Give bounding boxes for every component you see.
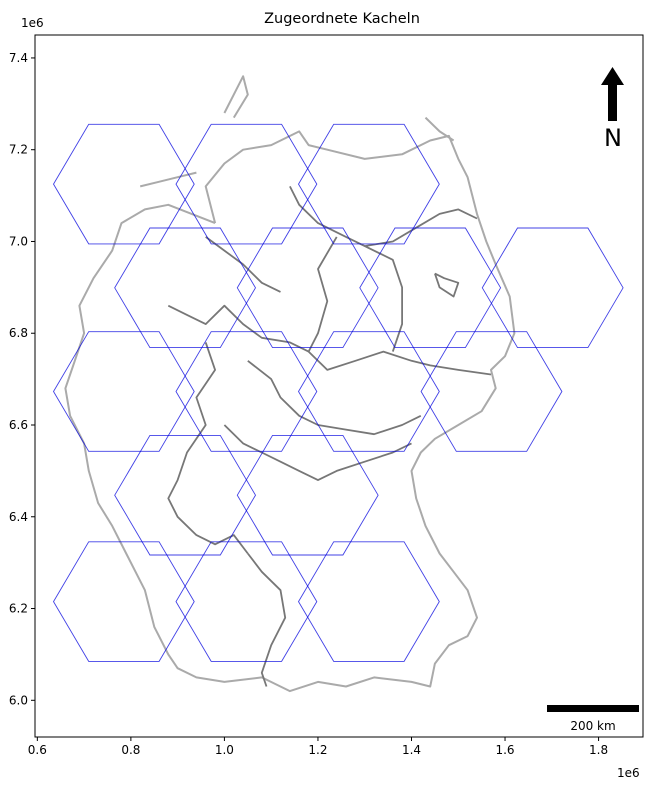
scale-bar-line [547,705,639,712]
north-arrow: N [601,67,624,152]
state-border-line [289,185,478,247]
hexagon-tile [236,434,379,556]
hexagon-tile [52,331,195,452]
outer-border-line [64,130,516,693]
x-tick-label: 1.6 [495,743,514,757]
y-tick-label: 6.2 [9,602,28,616]
north-arrow-shaft [608,83,617,121]
y-offset-label: 1e6 [21,16,44,30]
state-border-line [205,236,281,293]
y-tick-label: 6.6 [9,418,28,432]
outer-border-line [424,116,455,142]
north-arrow-label: N [604,124,622,152]
scale-bar-label: 200 km [570,719,615,733]
hexagon-tile [114,227,257,349]
hexagon-tile [52,123,195,245]
hexagon-tile [297,123,440,245]
hexagon-tile [175,541,318,662]
plot-frame [34,34,644,738]
state-border-line [364,245,403,352]
y-tick-label: 6.0 [9,693,28,707]
hexagon-tile [236,227,379,349]
state-border-line [167,342,249,555]
hexagon-tile [297,541,440,662]
outer-border-line [223,75,249,119]
hexagon-tiles [52,123,624,662]
scale-bar: 200 km [547,705,639,733]
state-border-line [223,424,412,481]
y-tick-label: 7.0 [9,234,28,248]
y-axis: 6.0 6.2 6.4 6.6 6.8 7.0 7.2 7.4 [9,51,35,707]
x-tick-label: 0.6 [28,743,47,757]
x-tick-label: 1.8 [589,743,608,757]
state-border-line [307,236,492,376]
y-tick-label: 6.8 [9,326,28,340]
hexagon-tile [297,331,440,452]
state-border-line [434,272,460,298]
north-arrow-head-icon [601,67,624,85]
hexagon-tile [52,541,195,662]
x-tick-label: 1.4 [402,743,421,757]
x-tick-label: 1.0 [215,743,234,757]
hexagon-tile [175,331,318,452]
hexagon-tile [420,331,563,452]
hexagon-tile [114,434,257,556]
outer-border-line [139,171,197,188]
state-border-line [247,360,422,436]
y-tick-label: 6.4 [9,510,28,524]
x-axis: 0.6 0.8 1.0 1.2 1.4 1.6 1.8 [28,737,608,757]
x-offset-label: 1e6 [617,766,640,780]
hexagon-tile [359,227,502,349]
hexagon-tile [481,227,624,349]
state-border-line [167,304,309,353]
x-tick-label: 0.8 [121,743,140,757]
state-border-line [247,552,287,687]
hexagon-tile [175,123,318,245]
map-title: Zugeordnete Kacheln [264,11,420,27]
x-tick-label: 1.2 [308,743,327,757]
y-tick-label: 7.2 [9,143,28,157]
border-lines [64,75,516,693]
y-tick-label: 7.4 [9,51,28,65]
